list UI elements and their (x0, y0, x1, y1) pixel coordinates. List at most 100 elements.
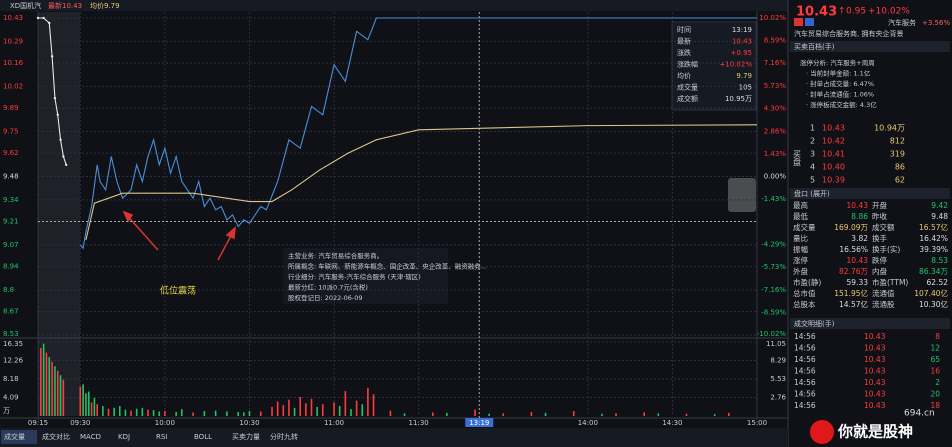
trade-price: 10.43 (864, 367, 886, 376)
bid-volume: 812 (890, 137, 905, 146)
info-value: 13:19 (732, 26, 752, 34)
y-tick-label: 9.62 (3, 149, 19, 157)
trade-time: 14:56 (794, 401, 816, 410)
tab[interactable]: 分时九转 (270, 432, 298, 441)
bid-price: 10.43 (822, 124, 845, 133)
vol-bar (51, 361, 53, 416)
y2-tick-label: -8.59% (761, 308, 786, 316)
trade-time: 14:56 (794, 355, 816, 364)
vol-bar (226, 411, 228, 416)
vol-bar (372, 394, 375, 416)
arrow: ↑ (838, 7, 846, 17)
auction-dot (53, 96, 57, 100)
trade-volume: 8 (935, 332, 940, 341)
bid-volume: 62 (895, 176, 905, 185)
y2-tick-label: 4.30% (764, 104, 787, 112)
info-label: 成交额 (677, 94, 698, 103)
tab[interactable]: 买卖力量 (232, 432, 260, 441)
quote-label: 跌停 (872, 255, 887, 265)
vol-y2-label: 5.53 (770, 375, 786, 383)
vol-bar (237, 411, 239, 416)
vol-bar (361, 404, 364, 416)
y-tick-label: 9.07 (3, 241, 19, 249)
trade-price: 10.43 (864, 401, 886, 410)
vol-tick-label: 16.35 (3, 340, 23, 348)
bid-volume: 319 (890, 150, 905, 159)
watermark-site: 694.cn (904, 409, 935, 419)
vol-tick-label: 8.18 (3, 375, 19, 383)
vol-unit: 万 (3, 407, 10, 415)
vol-bar (293, 407, 296, 416)
trade-time: 14:56 (794, 367, 816, 376)
vol-bar (259, 411, 262, 416)
auction-dot (36, 16, 40, 20)
quote-value: 59.33 (847, 278, 869, 287)
tab[interactable]: MACD (80, 433, 101, 441)
tab[interactable]: BOLL (194, 433, 212, 441)
vol-bar (657, 413, 660, 416)
company-line: 行业细分: 汽车服务-汽车综合服务 (天津·辖区) (288, 272, 421, 281)
tab[interactable]: RSI (156, 433, 167, 441)
vol-bar (93, 397, 96, 416)
limit-line: 涨停分析: 汽车服务+周周 (800, 58, 875, 67)
quote-label: 振幅 (793, 244, 808, 254)
vol-bar (90, 402, 93, 416)
vol-bar (488, 413, 490, 416)
quote-value: 10.43 (847, 201, 869, 210)
tab[interactable]: KDJ (118, 433, 130, 441)
quote-label: 开盘 (872, 200, 887, 210)
auction-dot (64, 163, 68, 167)
vol-bar (389, 410, 392, 416)
vol-bar (107, 408, 110, 416)
quote-value: 82.76万 (839, 267, 868, 276)
vol-bar (572, 411, 575, 416)
info-label: 均价 (677, 71, 691, 80)
vol-bar (45, 352, 48, 416)
vol-bar (728, 412, 730, 416)
info-value: 105 (739, 84, 752, 92)
quote-value: 9.42 (931, 201, 948, 210)
quote-label: 流通值 (872, 288, 895, 298)
info-value: 9.79 (736, 72, 752, 80)
y-tick-label: 10.02 (3, 82, 23, 90)
auction-dot (59, 138, 62, 141)
y2-tick-label: 2.86% (764, 127, 787, 135)
vol-bar (355, 400, 358, 416)
x-tick-label: 09:30 (70, 419, 90, 427)
vol-y2-label: 2.76 (770, 394, 786, 402)
limit-line: · 封单占流通值: 1.06% (806, 90, 874, 99)
vol-bar (102, 406, 104, 416)
y-tick-label: 9.48 (3, 173, 19, 181)
vol-bar (62, 379, 65, 416)
annotation: 低位震荡 (160, 285, 196, 297)
panel-change: 0.95 (846, 7, 866, 17)
auction-dot (62, 155, 65, 158)
limit-line: · 当前封单金额: 1.1亿 (806, 69, 871, 78)
quote-value: 86.34万 (919, 267, 948, 276)
trade-time: 14:56 (794, 390, 816, 399)
tab[interactable]: 成交量 (4, 432, 25, 441)
panel-price: 10.43 (796, 5, 837, 20)
quote-value: 16.42% (919, 234, 948, 243)
quote-label: 市盈(静) (793, 277, 821, 287)
info-label: 时间 (677, 25, 691, 34)
vol-bar (48, 357, 51, 416)
vol-bar (152, 410, 155, 416)
tab-active (1, 430, 37, 444)
vol-bar (118, 406, 121, 416)
vol-bar (85, 393, 87, 416)
x-tick-label: 14:00 (578, 419, 598, 427)
vol-bar (243, 412, 245, 416)
trade-volume: 18 (930, 401, 940, 410)
vol-bar (56, 370, 59, 416)
trade-volume: 12 (930, 344, 940, 353)
trade-price: 10.43 (864, 390, 886, 399)
y2-tick-label: 8.59% (764, 37, 787, 45)
vol-bar (367, 387, 369, 416)
tab[interactable]: 成交对比 (42, 432, 70, 441)
info-label: 成交量 (677, 83, 698, 92)
quote-label: 内盘 (872, 266, 887, 276)
quote-value: 9.48 (931, 212, 948, 221)
sector: 汽车服务 (888, 18, 916, 27)
